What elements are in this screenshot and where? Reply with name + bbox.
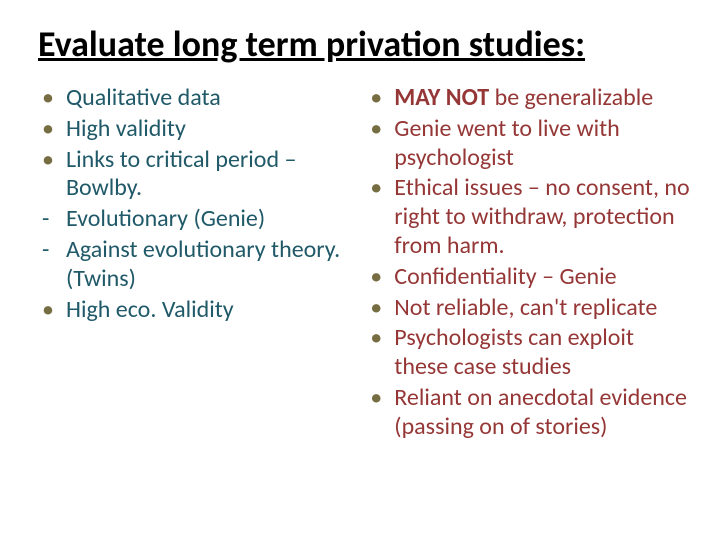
list-item: Links to critical period – Bowlby. bbox=[38, 146, 346, 204]
list-item: Against evolutionary theory. (Twins) bbox=[38, 236, 346, 294]
list-item: High validity bbox=[38, 115, 346, 144]
list-item-text: Not reliable, can't replicate bbox=[394, 293, 657, 322]
right-column: MAY NOT be generalizableGenie went to li… bbox=[366, 84, 690, 444]
list-item-text: Qualitative data bbox=[66, 83, 221, 112]
list-item: Genie went to live with psychologist bbox=[366, 115, 690, 173]
slide-title: Evaluate long term privation studies: bbox=[38, 22, 690, 66]
left-list: Qualitative dataHigh validityLinks to cr… bbox=[38, 84, 346, 324]
list-item-text: Links to critical period – Bowlby. bbox=[66, 145, 296, 203]
list-item-text: Psychologists can exploit these case stu… bbox=[394, 323, 634, 381]
list-item: Qualitative data bbox=[38, 84, 346, 113]
list-item-text: Evolutionary (Genie) bbox=[66, 204, 265, 233]
list-item-text: Confidentiality – Genie bbox=[394, 262, 616, 291]
list-item-text: High validity bbox=[66, 114, 186, 143]
list-item: Ethical issues – no consent, no right to… bbox=[366, 174, 690, 260]
list-item: Confidentiality – Genie bbox=[366, 263, 690, 292]
list-item-text: Reliant on anecdotal evidence (passing o… bbox=[394, 383, 687, 441]
left-column: Qualitative dataHigh validityLinks to cr… bbox=[38, 84, 346, 444]
list-item: Not reliable, can't replicate bbox=[366, 294, 690, 323]
list-item-text: Against evolutionary theory. (Twins) bbox=[66, 235, 340, 293]
list-item: High eco. Validity bbox=[38, 296, 346, 325]
list-item-text: Ethical issues – no consent, no right to… bbox=[394, 173, 689, 260]
list-item: Psychologists can exploit these case stu… bbox=[366, 324, 690, 382]
content-columns: Qualitative dataHigh validityLinks to cr… bbox=[38, 84, 690, 444]
list-item-text: be generalizable bbox=[489, 83, 653, 112]
list-item-text: Genie went to live with psychologist bbox=[394, 114, 620, 172]
right-list: MAY NOT be generalizableGenie went to li… bbox=[366, 84, 690, 442]
list-item: Reliant on anecdotal evidence (passing o… bbox=[366, 384, 690, 442]
list-item: MAY NOT be generalizable bbox=[366, 84, 690, 113]
bold-lead: MAY NOT bbox=[394, 83, 489, 112]
list-item-text: High eco. Validity bbox=[66, 295, 234, 324]
list-item: Evolutionary (Genie) bbox=[38, 205, 346, 234]
